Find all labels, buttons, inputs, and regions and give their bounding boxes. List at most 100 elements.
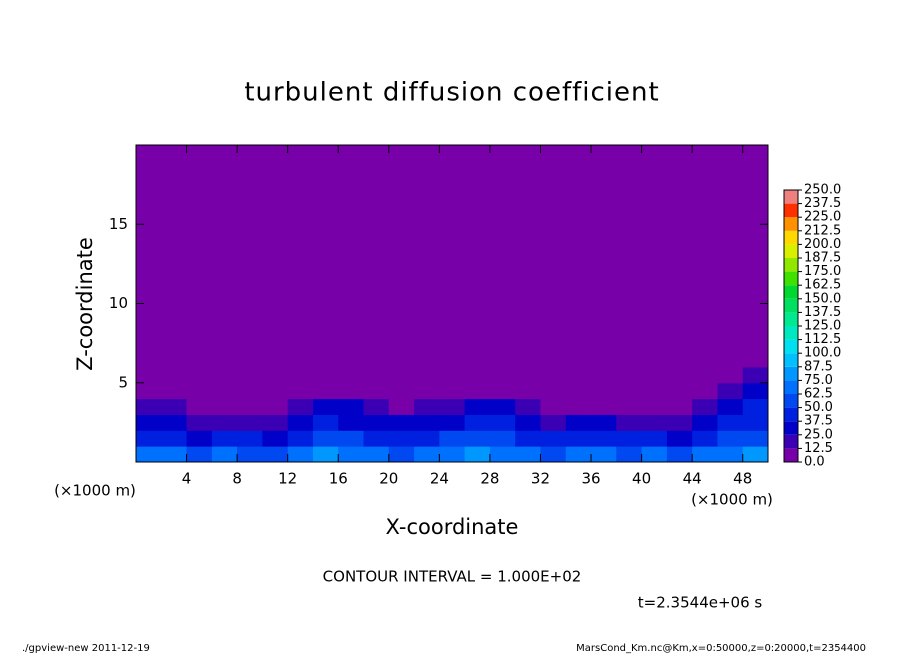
x-tick-label: 40 xyxy=(632,470,651,488)
cell xyxy=(161,446,188,463)
colorbar-label: 250.0 xyxy=(804,183,841,198)
cell xyxy=(742,414,769,431)
cell xyxy=(363,366,390,384)
cell xyxy=(136,398,162,415)
colorbar-label: 112.5 xyxy=(804,332,841,347)
cell xyxy=(136,446,162,463)
cell xyxy=(616,398,643,415)
cell xyxy=(591,382,617,400)
cell xyxy=(489,145,516,368)
cell xyxy=(515,414,541,431)
cell xyxy=(338,366,365,384)
y-tick-label: 10 xyxy=(109,294,128,312)
cell xyxy=(717,398,744,415)
cell xyxy=(363,446,390,463)
colorbar-label: 12.5 xyxy=(804,441,833,456)
cell xyxy=(616,430,643,447)
cell xyxy=(136,414,162,431)
colorbar-label: 212.5 xyxy=(804,223,841,238)
cell xyxy=(515,446,541,463)
cell xyxy=(363,398,390,415)
cell xyxy=(489,414,516,431)
cell xyxy=(136,145,162,368)
x-tick-label: 44 xyxy=(683,470,702,488)
cell xyxy=(237,382,263,400)
cell xyxy=(186,145,213,368)
colorbar-swatch xyxy=(784,380,798,394)
cell xyxy=(565,446,592,463)
cell xyxy=(616,145,643,368)
cell xyxy=(464,414,491,431)
cell xyxy=(211,398,238,415)
cell xyxy=(161,430,188,447)
cell xyxy=(489,430,516,447)
cell xyxy=(136,382,162,400)
colorbar-swatch xyxy=(784,339,798,354)
cell xyxy=(262,414,289,431)
colorbar-swatch xyxy=(784,448,798,462)
x-tick-label: 8 xyxy=(232,470,242,488)
cell xyxy=(717,366,744,384)
cell xyxy=(211,430,238,447)
cell xyxy=(515,430,541,447)
cell xyxy=(186,414,213,431)
cell xyxy=(515,366,541,384)
cell xyxy=(591,414,617,431)
colorbar-label: 225.0 xyxy=(804,210,841,225)
cell xyxy=(414,446,440,463)
cell xyxy=(414,398,440,415)
cell xyxy=(237,398,263,415)
cell xyxy=(464,398,491,415)
cell xyxy=(262,446,289,463)
x-tick-label: 16 xyxy=(329,470,348,488)
colorbar-label: 87.5 xyxy=(804,359,833,374)
colorbar-label: 125.0 xyxy=(804,319,841,334)
cell xyxy=(186,446,213,463)
x-tick-label: 32 xyxy=(531,470,550,488)
cell xyxy=(287,414,314,431)
cell xyxy=(717,145,744,368)
footer-right: MarsCond_Km.nc@Km,x=0:50000,z=0:20000,t=… xyxy=(576,643,866,654)
colorbar-swatch xyxy=(784,244,798,258)
cell xyxy=(489,366,516,384)
cell xyxy=(312,398,339,415)
cell xyxy=(641,446,668,463)
cell xyxy=(717,414,744,431)
cell xyxy=(540,145,567,368)
cell xyxy=(388,446,415,463)
cell xyxy=(414,382,440,400)
cell xyxy=(439,382,466,400)
cell xyxy=(616,414,643,431)
x-tick-label: 4 xyxy=(182,470,192,488)
cell xyxy=(161,366,188,384)
cell xyxy=(565,145,592,368)
cell xyxy=(540,398,567,415)
x-axis-label: X-coordinate xyxy=(386,515,519,539)
cell xyxy=(211,446,238,463)
contour-note: CONTOUR INTERVAL = 1.000E+02 xyxy=(323,568,582,586)
colorbar-label: 137.5 xyxy=(804,305,841,320)
cell xyxy=(262,430,289,447)
cell xyxy=(211,366,238,384)
colorbar-swatch xyxy=(784,271,798,286)
cell xyxy=(363,430,390,447)
colorbar-label: 162.5 xyxy=(804,278,841,293)
footer-left: ./gpview-new 2011-12-19 xyxy=(22,643,150,654)
cell xyxy=(161,382,188,400)
chart-title: turbulent diffusion coefficient xyxy=(244,78,659,108)
cell xyxy=(742,446,769,463)
cell xyxy=(591,398,617,415)
cell xyxy=(237,145,263,368)
cell xyxy=(161,414,188,431)
colorbar-label: 237.5 xyxy=(804,196,841,211)
cell xyxy=(262,145,289,368)
x-unit-label: (×1000 m) xyxy=(691,491,773,509)
cell xyxy=(692,414,718,431)
cell xyxy=(338,430,365,447)
colorbar-label: 150.0 xyxy=(804,291,841,306)
cell xyxy=(439,430,466,447)
cell xyxy=(565,366,592,384)
cell xyxy=(742,398,769,415)
colorbar-swatch xyxy=(784,230,798,245)
